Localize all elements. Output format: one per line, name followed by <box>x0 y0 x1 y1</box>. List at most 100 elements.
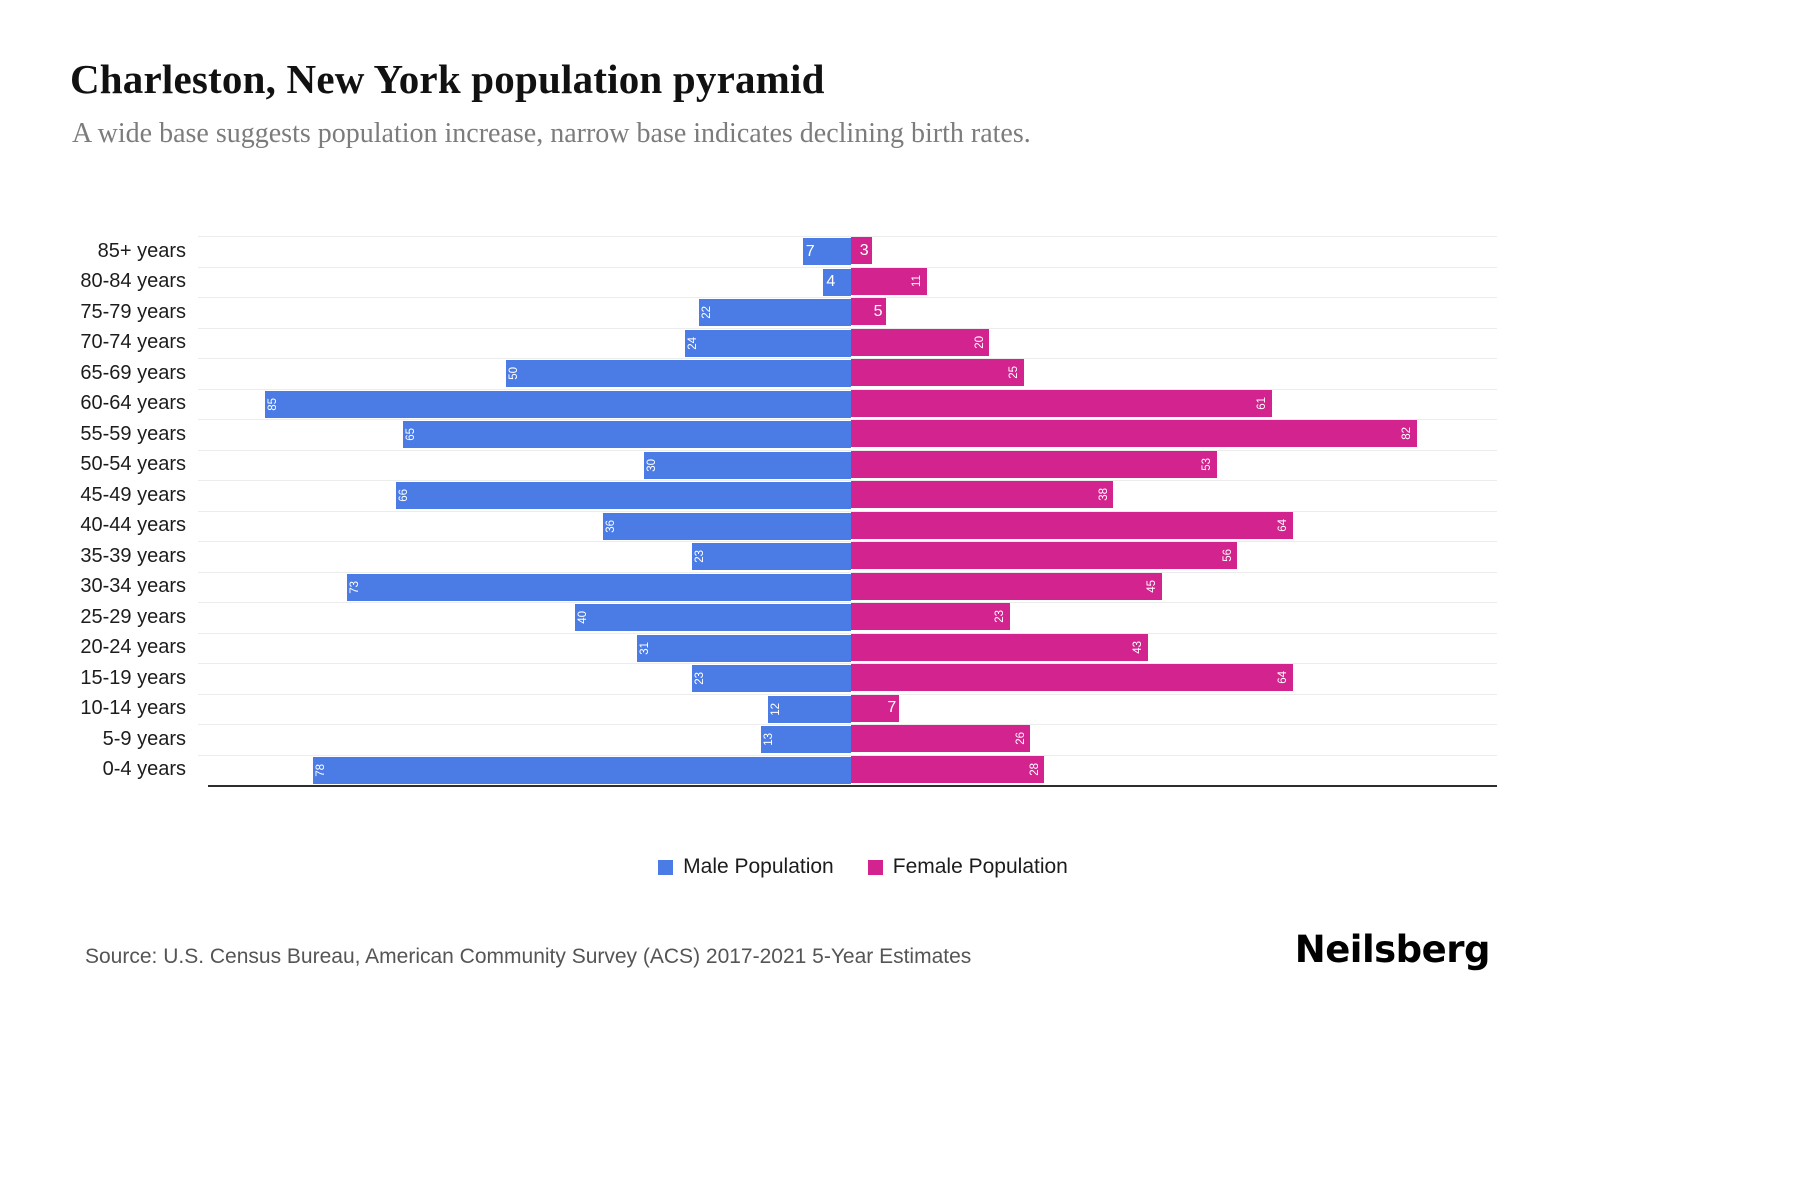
plot-row: 78 28 <box>198 754 1497 786</box>
bar-value-label: 43 <box>1132 640 1145 654</box>
bar-value-label: 61 <box>1256 396 1269 410</box>
pyramid-row: 60-64 years 85 61 <box>0 388 1497 420</box>
male-bar-area: 65 <box>198 420 851 450</box>
bar-value-label: 13 <box>763 733 776 747</box>
male-bar-area: 24 <box>198 329 851 359</box>
female-bar: 56 <box>851 542 1238 569</box>
male-bar-area: 73 <box>198 573 851 603</box>
male-bar-area: 36 <box>198 512 851 542</box>
female-bar: 26 <box>851 725 1031 752</box>
age-group-label: 80-84 years <box>80 270 186 293</box>
bar-value-label: 25 <box>1008 366 1020 379</box>
legend-label-female: Female Population <box>892 855 1068 878</box>
legend: Male Population Female Population <box>0 855 1726 879</box>
male-bar: 23 <box>692 543 851 571</box>
male-bar: 36 <box>602 512 851 540</box>
female-bar: 38 <box>851 481 1114 508</box>
female-bar: 82 <box>851 420 1417 447</box>
plot-row: 31 43 <box>198 632 1497 664</box>
pyramid-row: 10-14 years 12 7 <box>0 693 1497 725</box>
male-bar: 40 <box>575 604 851 632</box>
female-bar-area: 3 <box>851 237 1497 264</box>
female-bar-area: 11 <box>851 267 1497 295</box>
female-bar-area: 23 <box>851 603 1497 630</box>
source-text: Source: U.S. Census Bureau, American Com… <box>85 945 972 968</box>
female-bar-area: 45 <box>851 572 1497 600</box>
male-bar-area: 66 <box>198 481 851 511</box>
male-bar: 7 <box>802 238 851 266</box>
bar-value-label: 23 <box>694 550 707 564</box>
pyramid-row: 20-24 years 31 43 <box>0 632 1497 664</box>
age-group-label: 0-4 years <box>102 758 186 781</box>
male-bar: 23 <box>692 665 851 693</box>
plot-row: 50 25 <box>198 358 1497 389</box>
male-bar-area: 7 <box>198 237 851 267</box>
page-title: Charleston, New York population pyramid <box>70 56 825 102</box>
female-bar: 61 <box>851 389 1272 417</box>
bar-value-label: 45 <box>1146 579 1158 593</box>
bar-value-label: 31 <box>639 641 652 655</box>
male-bar-area: 23 <box>198 664 851 694</box>
age-group-label: 20-24 years <box>80 636 186 659</box>
male-bar: 73 <box>347 573 851 601</box>
age-group-label: 55-59 years <box>80 422 186 445</box>
female-bar: 53 <box>851 450 1217 478</box>
male-bar-area: 78 <box>198 756 851 786</box>
age-group-label: 10-14 years <box>80 697 186 720</box>
bar-value-label: 23 <box>994 610 1007 623</box>
female-bar: 11 <box>851 267 927 295</box>
female-bar: 64 <box>851 664 1293 691</box>
male-bar: 65 <box>402 421 851 449</box>
bar-value-label: 66 <box>397 489 410 503</box>
age-group-label: 50-54 years <box>80 453 186 476</box>
pyramid-row: 75-79 years 22 5 <box>0 297 1497 328</box>
pyramid-row: 0-4 years 78 28 <box>0 754 1497 786</box>
pyramid-row: 40-44 years 36 64 <box>0 510 1497 542</box>
bar-value-label: 11 <box>911 275 924 287</box>
female-bar-area: 56 <box>851 542 1497 569</box>
legend-item-male: Male Population <box>658 855 834 879</box>
age-group-label: 15-19 years <box>80 666 186 689</box>
female-bar: 64 <box>851 511 1293 539</box>
pyramid-row: 85+ years 7 3 <box>0 236 1497 267</box>
bar-value-label: 73 <box>349 580 362 594</box>
female-bar: 45 <box>851 572 1162 600</box>
bar-value-label: 53 <box>1201 457 1214 471</box>
female-bar-area: 38 <box>851 481 1497 508</box>
female-bar-area: 82 <box>851 420 1497 447</box>
page-subtitle: A wide base suggests population increase… <box>72 118 1031 149</box>
female-bar-area: 26 <box>851 725 1497 752</box>
rows-container: 85+ years 7 3 80-84 years 4 11 75-79 years 22 5 7… <box>0 236 1497 785</box>
bar-value-label: 26 <box>1014 732 1027 745</box>
female-swatch-icon <box>867 859 883 875</box>
bar-value-label: 4 <box>826 273 836 291</box>
male-bar-area: 50 <box>198 359 851 389</box>
pyramid-row: 30-34 years 73 45 <box>0 571 1497 603</box>
plot-row: 66 38 <box>198 480 1497 511</box>
bar-value-label: 40 <box>577 611 589 625</box>
male-bar: 66 <box>395 482 851 510</box>
female-bar-area: 7 <box>851 694 1497 722</box>
bar-value-label: 7 <box>805 242 815 260</box>
pyramid-row: 80-84 years 4 11 <box>0 266 1497 298</box>
bar-value-label: 3 <box>859 241 869 259</box>
bar-value-label: 20 <box>973 335 986 349</box>
bar-value-label: 65 <box>404 428 417 442</box>
bar-value-label: 28 <box>1028 762 1041 776</box>
male-bar-area: 13 <box>198 725 851 755</box>
bar-value-label: 38 <box>1097 488 1110 501</box>
male-bar: 4 <box>823 268 851 296</box>
bar-value-label: 5 <box>873 302 883 320</box>
x-axis-line <box>208 785 1497 787</box>
female-bar: 23 <box>851 603 1010 630</box>
age-group-label: 40-44 years <box>80 514 186 537</box>
male-bar-area: 40 <box>198 603 851 633</box>
female-bar: 7 <box>851 694 900 722</box>
legend-item-female: Female Population <box>867 855 1068 879</box>
age-group-label: 70-74 years <box>80 331 186 354</box>
male-bar-area: 23 <box>198 542 851 572</box>
bar-value-label: 22 <box>701 306 714 320</box>
age-group-label: 30-34 years <box>80 575 186 598</box>
bar-value-label: 78 <box>314 763 327 777</box>
bar-value-label: 85 <box>266 397 279 411</box>
